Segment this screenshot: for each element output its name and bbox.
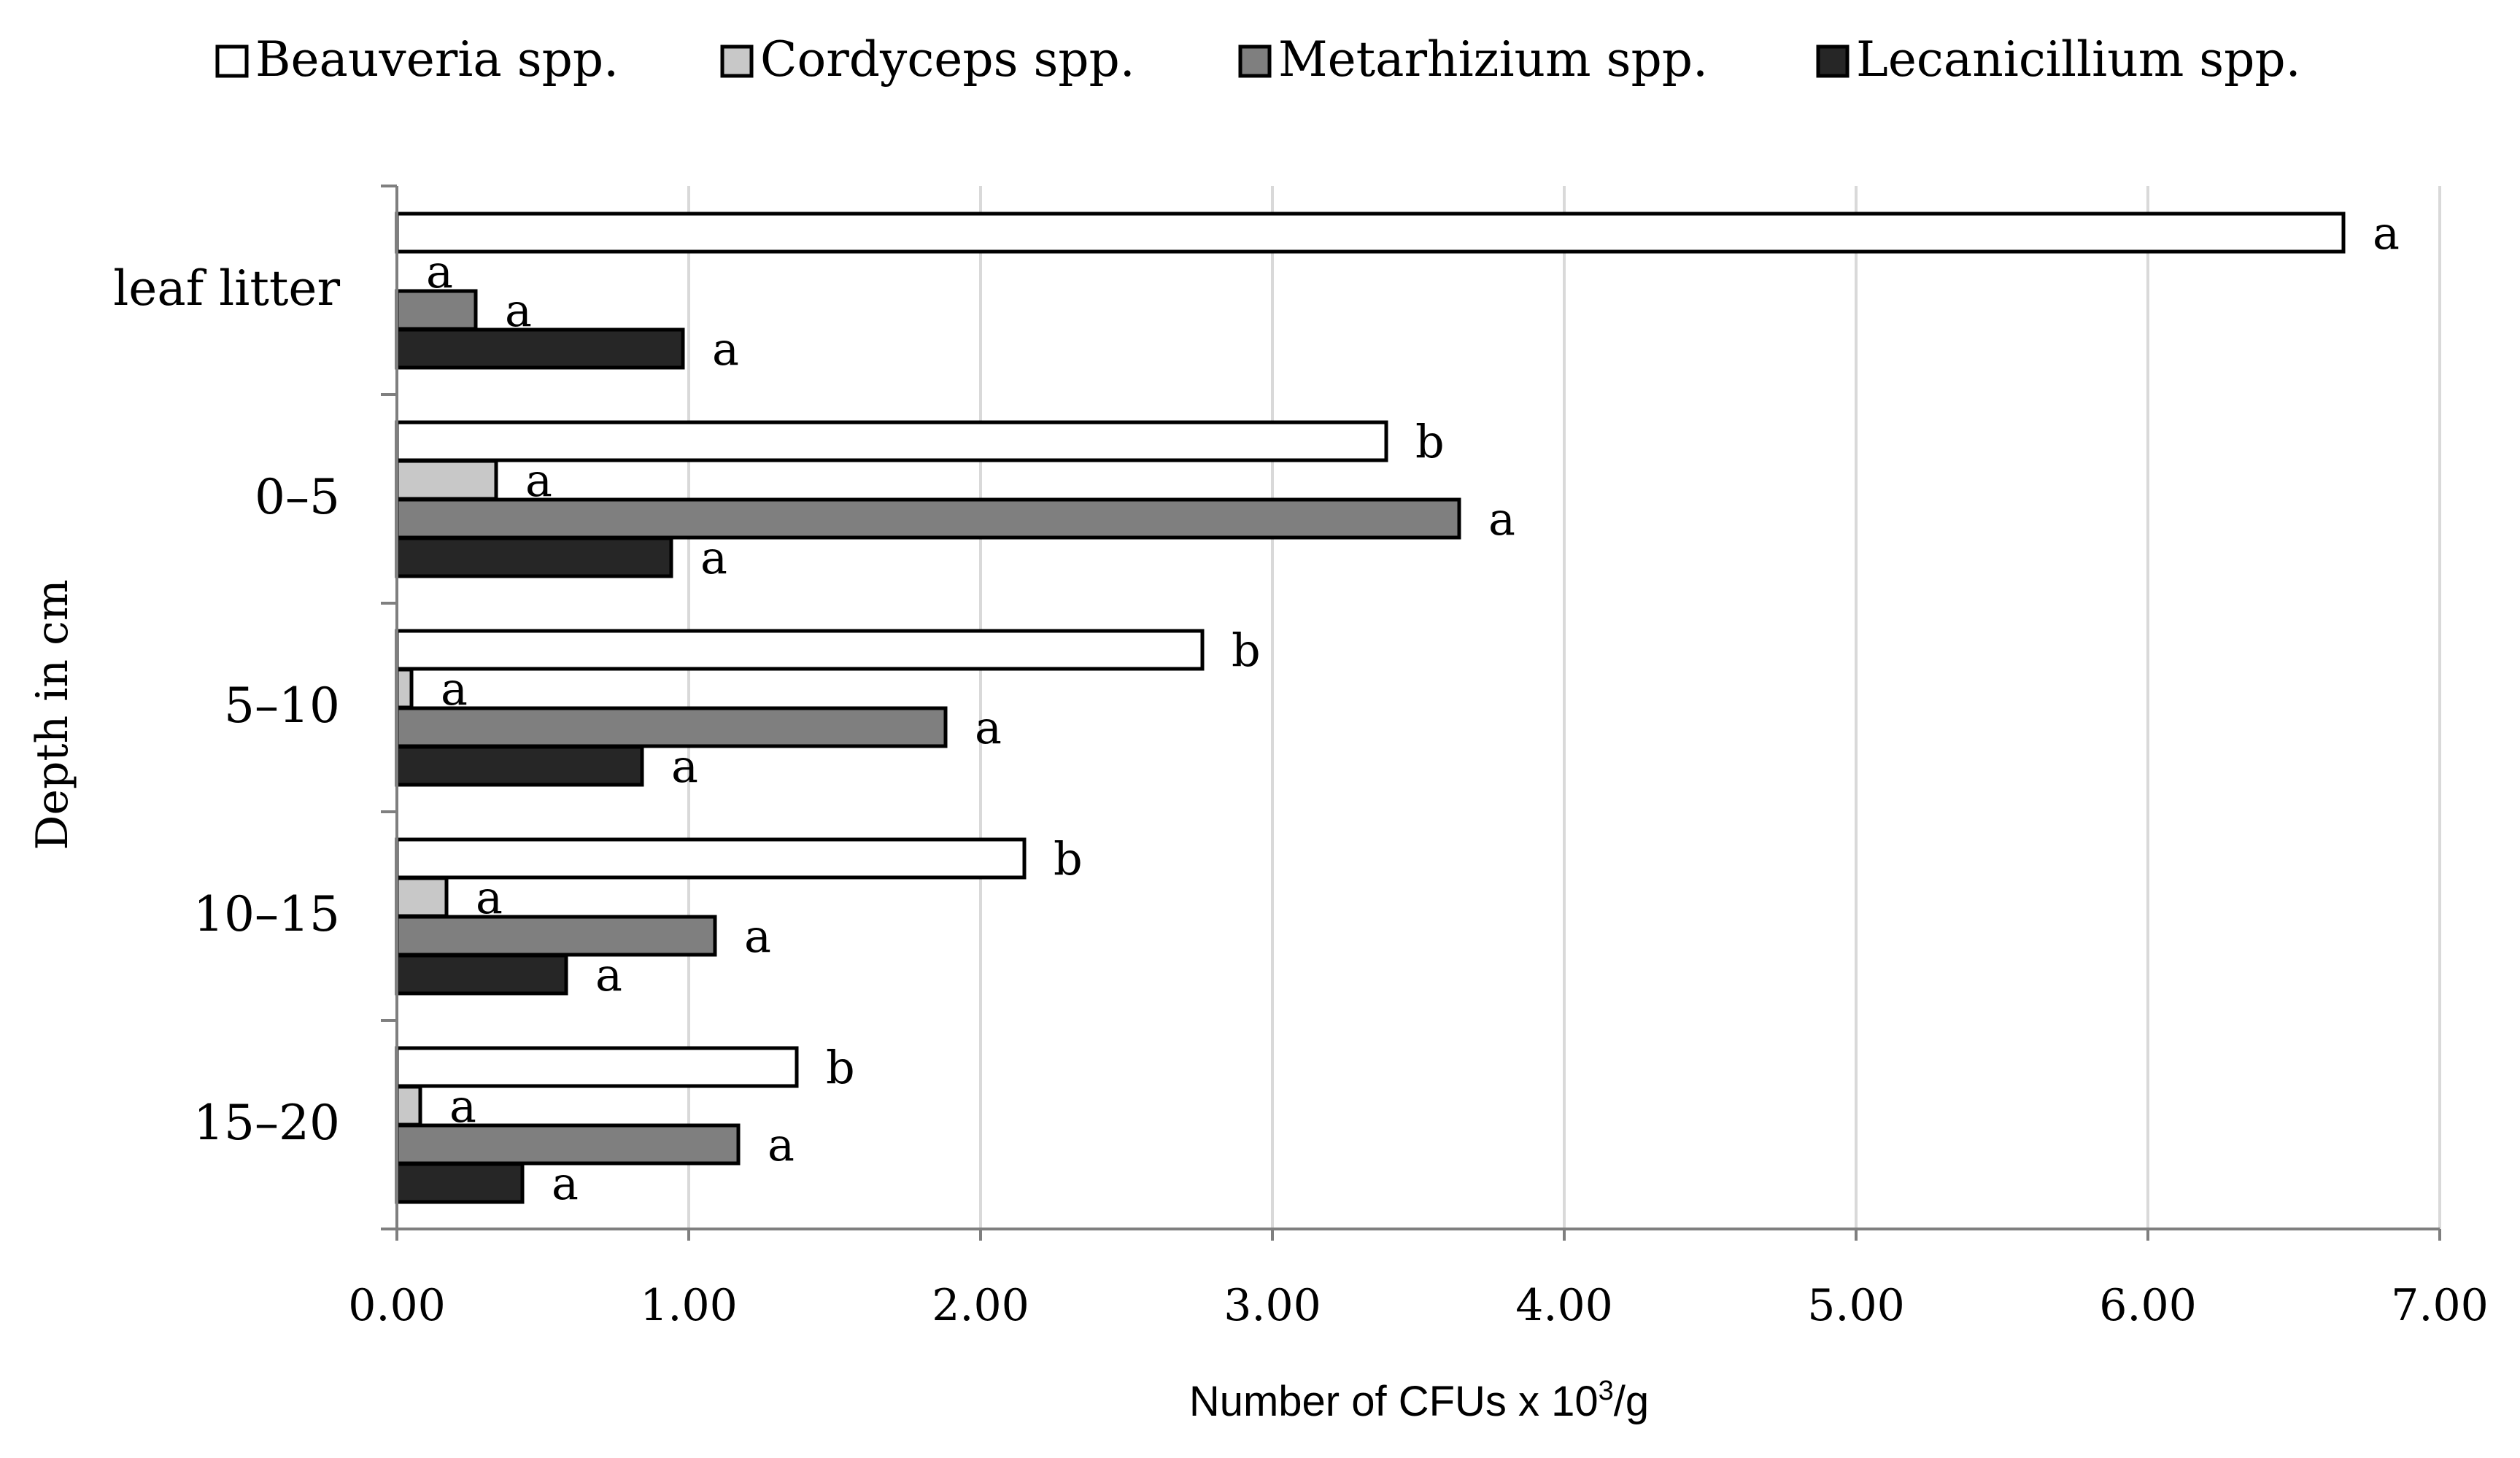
bar <box>395 536 673 578</box>
x-tick-label: 5.00 <box>1807 1280 1905 1331</box>
y-axis-title: Depth in cm <box>27 579 78 850</box>
legend-label: Beauveria spp. <box>255 31 619 88</box>
legend-label: Lecanicillium spp. <box>1856 31 2301 88</box>
x-tick-label: 0.00 <box>348 1280 446 1331</box>
significance-letter: a <box>2373 206 2400 260</box>
x-axis-title-main: Number of CFUs x 10 <box>1189 1378 1599 1425</box>
bar <box>395 289 478 331</box>
significance-letter: a <box>975 701 1002 754</box>
category-label: leaf litter <box>113 260 340 317</box>
bar <box>395 876 449 918</box>
bar <box>395 953 568 996</box>
legend: Beauveria spp. Cordyceps spp. Metarhizium … <box>215 31 2301 88</box>
significance-letter: b <box>826 1041 855 1094</box>
x-axis-title: Number of CFUs x 103/g <box>1189 1376 1649 1425</box>
x-axis-title-suffix: /g <box>1614 1378 1649 1425</box>
significance-letter: b <box>1054 832 1083 885</box>
bar <box>395 1085 422 1127</box>
x-tick-label: 6.00 <box>2099 1280 2197 1331</box>
x-axis-title-superscript: 3 <box>1599 1376 1614 1406</box>
category-label: 5–10 <box>224 678 340 734</box>
bar <box>395 629 1205 671</box>
x-tick-label: 1.00 <box>640 1280 738 1331</box>
significance-letter: a <box>700 531 727 584</box>
bar <box>395 212 2346 254</box>
category-label: 0–5 <box>255 469 340 525</box>
bar <box>395 745 644 787</box>
bar <box>395 667 414 710</box>
bar <box>395 327 685 370</box>
legend-label: Cordyceps spp. <box>760 31 1135 88</box>
significance-letter: a <box>1488 492 1515 546</box>
significance-letter: b <box>1415 415 1445 468</box>
category-label: 15–20 <box>193 1095 340 1151</box>
significance-letter: a <box>744 910 771 963</box>
legend-label: Metarhizium spp. <box>1278 31 1708 88</box>
significance-letter: a <box>768 1118 795 1171</box>
significance-letter: a <box>671 740 698 793</box>
axes: 0.00 1.00 2.00 3.00 4.00 5.00 6.00 7.00 leaf lit… <box>113 185 2489 1331</box>
x-tick-label: 3.00 <box>1224 1280 1321 1331</box>
significance-letter: a <box>595 948 622 1001</box>
bar <box>395 1162 525 1204</box>
x-tick-label: 2.00 <box>932 1280 1029 1331</box>
x-tick-label: 4.00 <box>1515 1280 1613 1331</box>
legend-swatch <box>720 44 754 78</box>
gridlines <box>687 186 2441 1229</box>
bar <box>395 837 1027 880</box>
bar <box>395 497 1461 540</box>
x-tick-label: 7.00 <box>2391 1280 2489 1331</box>
bar <box>395 915 717 957</box>
significance-letter: b <box>1232 624 1261 677</box>
significance-letter: a <box>712 322 739 376</box>
legend-swatch <box>215 44 249 78</box>
category-label: 10–15 <box>193 886 340 942</box>
bar <box>395 1123 741 1166</box>
significance-letter: a <box>552 1157 579 1210</box>
legend-swatch <box>1238 44 1272 78</box>
bar <box>395 459 498 501</box>
legend-swatch <box>1816 44 1850 78</box>
bar <box>395 1046 799 1088</box>
